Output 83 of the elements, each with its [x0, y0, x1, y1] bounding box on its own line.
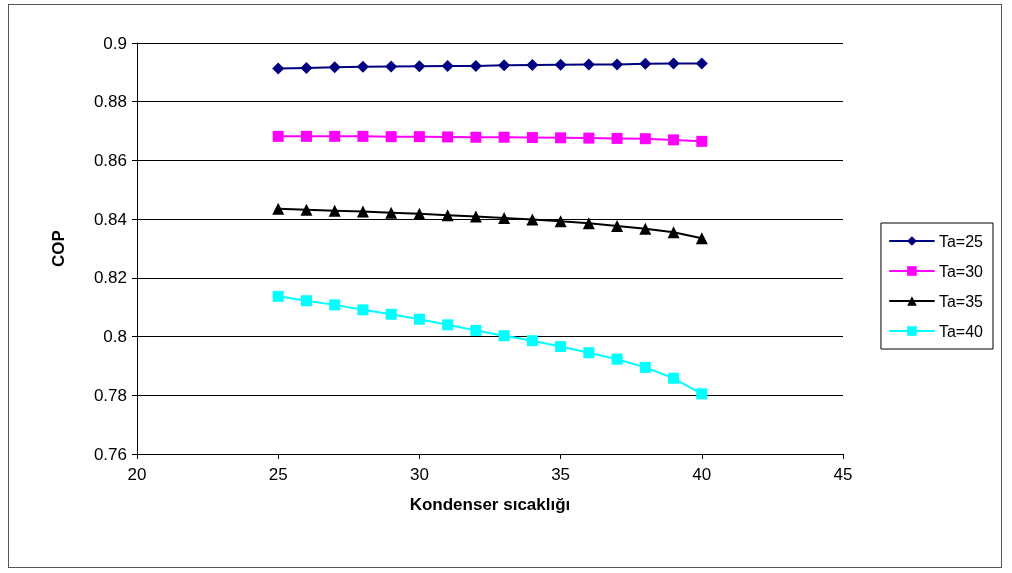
point [639, 57, 652, 70]
point [413, 313, 425, 325]
x-tick-label: 30 [409, 465, 429, 484]
point [272, 62, 285, 75]
point [272, 290, 284, 302]
point [272, 130, 284, 142]
point [357, 130, 369, 142]
point [413, 207, 426, 220]
point [555, 341, 567, 353]
point [611, 58, 624, 71]
point [300, 61, 313, 74]
point [385, 131, 397, 143]
point [639, 222, 652, 235]
point [385, 60, 398, 73]
point [329, 130, 341, 142]
point [639, 361, 651, 373]
point [498, 211, 511, 224]
y-tick-label: 0.8 [103, 327, 127, 347]
point [582, 217, 595, 230]
legend-label: Ta=30 [938, 262, 984, 280]
point [413, 131, 425, 143]
point [583, 132, 595, 144]
point [667, 57, 680, 70]
x-tick-label: 40 [692, 465, 712, 484]
y-tick-label: 0.82 [93, 268, 127, 288]
y-tick-label: 0.76 [93, 444, 127, 464]
point [668, 372, 680, 384]
point [357, 304, 369, 316]
point [469, 210, 482, 223]
y-tick-label: 0.86 [93, 150, 127, 170]
point [498, 330, 510, 342]
point [526, 59, 539, 72]
point [611, 353, 623, 365]
point [442, 131, 454, 143]
x-tick-label: 25 [268, 465, 288, 484]
legend-label: Ta=40 [938, 322, 984, 340]
point [611, 132, 623, 144]
point [611, 219, 624, 232]
point [328, 61, 341, 74]
point [385, 308, 397, 320]
point [385, 206, 398, 219]
y-tick-label: 0.78 [93, 385, 127, 405]
x-tick-label: 35 [551, 465, 571, 484]
legend-label: Ta=35 [938, 292, 984, 310]
point [555, 132, 567, 144]
y-tick-label: 0.84 [93, 209, 127, 229]
point [639, 133, 651, 145]
point [470, 131, 482, 143]
point [413, 60, 426, 73]
legend-label: Ta=25 [938, 232, 984, 250]
point [554, 215, 567, 228]
point [526, 213, 539, 226]
point [695, 57, 708, 70]
point [441, 59, 454, 72]
point [667, 226, 680, 239]
point [470, 324, 482, 336]
x-axis-title: Kondenser sıcaklığı [409, 495, 571, 514]
point [695, 232, 708, 245]
point [498, 131, 510, 143]
point [526, 335, 538, 347]
y-axis-title: COP [49, 230, 68, 267]
point [356, 60, 369, 73]
point [300, 203, 313, 216]
y-tick-label: 0.88 [93, 92, 127, 112]
point [696, 135, 708, 147]
point [272, 202, 285, 215]
point [498, 59, 511, 72]
point [442, 319, 454, 331]
point [300, 130, 312, 142]
x-tick-label: 20 [127, 465, 147, 484]
point [300, 295, 312, 307]
point [441, 209, 454, 222]
point [582, 58, 595, 71]
point [329, 299, 341, 311]
point [668, 134, 680, 146]
point [696, 388, 708, 400]
point [583, 347, 595, 359]
y-tick-label: 0.9 [103, 33, 127, 53]
point [526, 132, 538, 144]
point [356, 205, 369, 218]
x-tick-label: 45 [833, 465, 853, 484]
point [328, 204, 341, 217]
point [554, 58, 567, 71]
